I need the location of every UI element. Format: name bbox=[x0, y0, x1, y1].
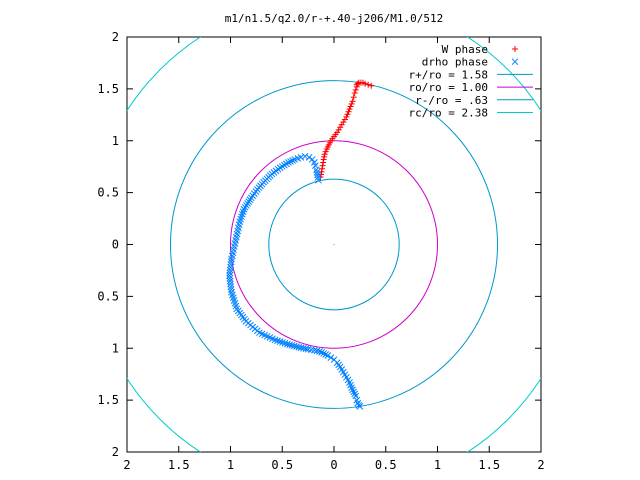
legend-label: drho phase bbox=[422, 56, 488, 69]
drho-phase-point bbox=[226, 266, 234, 274]
x-tick-label: 1.5 bbox=[478, 458, 500, 472]
y-tick-label: 2 bbox=[112, 30, 119, 44]
drho-phase-point bbox=[227, 283, 235, 291]
drho-phase-point bbox=[356, 402, 364, 410]
legend-label: r-/ro = .63 bbox=[415, 94, 488, 107]
w-phase-point bbox=[352, 86, 359, 93]
w-phase-point bbox=[362, 80, 369, 87]
x-tick-label: 2 bbox=[537, 458, 544, 472]
x-tick-label: 0.5 bbox=[271, 458, 293, 472]
drho-phase-point bbox=[351, 390, 359, 398]
x-tick-label: 1 bbox=[434, 458, 441, 472]
w-phase-point bbox=[365, 81, 372, 88]
x-tick-label: 1.5 bbox=[168, 458, 190, 472]
drho-phase-point bbox=[227, 261, 235, 268]
w-phase-point bbox=[321, 153, 328, 160]
x-tick-label: 0.5 bbox=[375, 458, 397, 472]
drho-phase-point bbox=[316, 348, 323, 355]
radius-circle bbox=[169, 80, 499, 409]
drho-phase-point bbox=[287, 158, 294, 165]
drho-phase-point bbox=[320, 350, 328, 357]
w-phase-point bbox=[346, 106, 353, 113]
legend-marker-sample bbox=[512, 46, 518, 52]
drho-phase-point bbox=[308, 156, 316, 163]
w-phase-point bbox=[320, 159, 327, 166]
w-phase-point bbox=[322, 148, 329, 155]
legend-label: r+/ro = 1.58 bbox=[409, 68, 488, 81]
drho-phase-point bbox=[226, 272, 233, 279]
w-phase-point bbox=[318, 168, 325, 175]
drho-phase-point bbox=[227, 286, 235, 293]
w-phase-point bbox=[319, 162, 326, 169]
drho-phase-point bbox=[350, 388, 358, 396]
w-phase-point bbox=[354, 80, 361, 87]
drho-phase-point bbox=[348, 384, 355, 392]
drho-phase-point bbox=[315, 176, 322, 184]
y-tick-label: 0 bbox=[112, 238, 119, 252]
drho-phase-point bbox=[289, 157, 296, 164]
drho-phase-point bbox=[349, 386, 356, 394]
drho-phase-point bbox=[313, 166, 320, 174]
drho-phase-point bbox=[313, 347, 321, 355]
x-tick-label: 0 bbox=[330, 458, 337, 472]
y-tick-label: 1.5 bbox=[97, 393, 119, 407]
drho-phase-point bbox=[318, 349, 325, 356]
w-phase-point bbox=[350, 94, 357, 101]
legend-label: W phase bbox=[442, 43, 488, 56]
radius-circle bbox=[230, 140, 438, 349]
drho-phase-point bbox=[226, 277, 234, 285]
radius-circle bbox=[268, 178, 400, 311]
y-tick-label: 1.5 bbox=[97, 82, 119, 96]
w-phase-point bbox=[343, 113, 350, 120]
drho-phase-point bbox=[314, 174, 322, 181]
origin-dot bbox=[333, 243, 335, 246]
y-tick-label: 0.5 bbox=[97, 289, 119, 303]
w-phase-point bbox=[344, 111, 351, 118]
legend-label: rc/ro = 2.38 bbox=[409, 107, 488, 120]
w-phase-point bbox=[321, 151, 328, 158]
drho-phase-point bbox=[313, 169, 321, 176]
w-phase-point bbox=[345, 108, 352, 115]
w-phase-point bbox=[347, 103, 354, 110]
drho-phase-point bbox=[227, 258, 235, 266]
drho-phase-point bbox=[354, 399, 362, 407]
drho-phase-point bbox=[226, 275, 234, 282]
drho-phase-point bbox=[352, 392, 360, 400]
chart-title: m1/n1.5/q2.0/r-+.40-j206/M1.0/512 bbox=[225, 12, 444, 25]
y-tick-label: 1 bbox=[112, 341, 119, 355]
y-tick-label: 1 bbox=[112, 134, 119, 148]
drho-phase-point bbox=[314, 171, 321, 179]
drho-phase-point bbox=[227, 280, 234, 288]
drho-phase-point bbox=[324, 352, 332, 359]
drho-phase-point bbox=[322, 351, 330, 358]
drho-phase-point bbox=[310, 346, 318, 354]
legend-marker-sample bbox=[511, 58, 519, 66]
drho-phase-point bbox=[301, 152, 309, 160]
w-phase-point bbox=[368, 82, 375, 89]
w-phase-point bbox=[320, 156, 327, 163]
drho-phase-point bbox=[291, 156, 299, 163]
y-tick-label: 2 bbox=[112, 445, 119, 459]
drho-phase-point bbox=[327, 354, 335, 361]
drho-phase-point bbox=[310, 159, 318, 166]
drho-phase-point bbox=[226, 269, 234, 277]
drho-phase-point bbox=[228, 255, 235, 263]
drho-phase-point bbox=[227, 263, 234, 271]
w-phase-point bbox=[319, 165, 326, 172]
drho-phase-point bbox=[302, 345, 310, 353]
w-phase-point bbox=[348, 100, 355, 107]
x-tick-label: 2 bbox=[123, 458, 130, 472]
w-phase-point bbox=[351, 90, 358, 97]
drho-phase-point bbox=[305, 153, 313, 161]
y-tick-label: 0.5 bbox=[97, 186, 119, 200]
w-phase-point bbox=[349, 98, 356, 105]
legend-label: ro/ro = 1.00 bbox=[409, 81, 488, 94]
x-tick-label: 1 bbox=[227, 458, 234, 472]
